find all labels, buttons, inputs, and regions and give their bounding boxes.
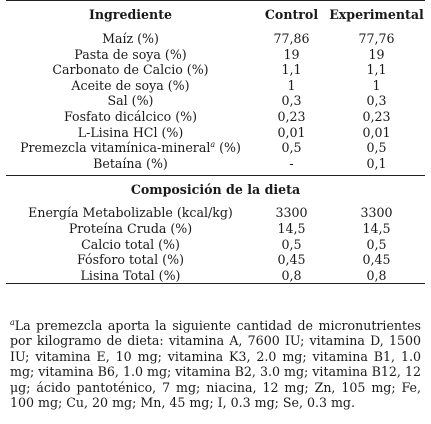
ingredients-body: Maíz (%) 77,86 77,76 Pasta de soya (%) 19 19 C… — [6, 26, 425, 176]
footnote: aLa premezcla aporta la siguiente cantid… — [10, 318, 421, 410]
control-value: 3300 — [275, 205, 308, 221]
row-label-text: Lisina Total (%) — [80, 267, 181, 283]
row-label-text: Pasta de soya (%) — [74, 46, 187, 62]
control-value: 1,1 — [281, 62, 302, 78]
row-label-text: Sal (%) — [107, 93, 154, 109]
experimental-value: 0,45 — [362, 252, 391, 268]
experimental-value: 0,3 — [366, 93, 387, 109]
header-control: Control — [255, 0, 328, 26]
composition-body: Energía Metabolizable (kcal/kg) 3300 3300 P… — [6, 201, 425, 285]
row-label-text: Maíz (%) — [102, 31, 159, 46]
row-label: Betaína (%) — [6, 156, 255, 176]
row-label: L-Lisina HCl (%) — [6, 125, 255, 141]
row-label: Proteína Cruda (%) — [6, 221, 255, 237]
control-value: 1 — [287, 77, 296, 93]
table-row: Energía Metabolizable (kcal/kg) 3300 3300 — [6, 201, 425, 221]
experimental-value: 14,5 — [362, 220, 391, 236]
header-ingredient: Ingrediente — [6, 0, 255, 26]
footnote-marker: a — [10, 317, 15, 327]
experimental-value: 0,8 — [328, 267, 425, 285]
row-label: Fósforo total (%) — [6, 252, 255, 268]
control-value: 0,45 — [277, 252, 306, 268]
experimental-value: 3300 — [360, 205, 393, 221]
footnote-text: La premezcla aporta la siguiente cantida… — [10, 318, 421, 411]
row-label: Fosfato dicálcico (%) — [6, 109, 255, 125]
row-label: Calcio total (%) — [6, 237, 255, 253]
row-label-text: Premezcla vitamínica-mineral — [20, 140, 211, 156]
table-row: Betaína (%) - 0,1 — [6, 156, 425, 176]
control-value: 0,5 — [281, 140, 302, 156]
table-row: Fósforo total (%) 0,45 0,45 — [6, 252, 425, 268]
control-value: 0,5 — [281, 236, 302, 252]
table-row: Premezcla vitamínica-minerala (%) 0,5 0,5 — [6, 140, 425, 156]
table-row: Lisina Total (%) 0,8 0,8 — [6, 267, 425, 285]
table-header-row: Ingrediente Control Experimental — [6, 0, 425, 26]
row-label-text: Calcio total (%) — [81, 236, 180, 252]
table-row: Calcio total (%) 0,5 0,5 — [6, 237, 425, 253]
table-row: Aceite de soya (%) 1 1 — [6, 78, 425, 94]
row-label: Energía Metabolizable (kcal/kg) — [6, 201, 255, 221]
control-value: 0,3 — [281, 93, 302, 109]
experimental-value: 1,1 — [366, 62, 387, 78]
experimental-value: 77,76 — [358, 31, 395, 46]
experimental-value: 0,1 — [366, 155, 387, 171]
row-label-text: Fosfato dicálcico (%) — [63, 108, 198, 124]
row-label: Carbonato de Calcio (%) — [6, 62, 255, 78]
control-value: 14,5 — [277, 220, 306, 236]
section-title: Composición de la dieta — [6, 175, 425, 202]
row-label-text: Betaína (%) — [93, 155, 168, 171]
row-label-text: L-Lisina HCl (%) — [77, 124, 184, 140]
table-row: Proteína Cruda (%) 14,5 14,5 — [6, 221, 425, 237]
control-value: 0,23 — [277, 108, 306, 124]
control-value: - — [289, 155, 294, 171]
table-row: Pasta de soya (%) 19 19 — [6, 47, 425, 63]
control-value: 19 — [283, 46, 300, 62]
row-label: Sal (%) — [6, 93, 255, 109]
section-header-row: Composición de la dieta — [6, 175, 425, 202]
experimental-value: 0,23 — [362, 108, 391, 124]
table-row: Maíz (%) 77,86 77,76 — [6, 26, 425, 47]
experimental-value: 0,5 — [366, 140, 387, 156]
control-value: 77,86 — [273, 31, 310, 46]
table-row: L-Lisina HCl (%) 0,01 0,01 — [6, 125, 425, 141]
row-label-text: Proteína Cruda (%) — [68, 220, 193, 236]
experimental-value: 0,01 — [362, 124, 391, 140]
experimental-value: 1 — [372, 77, 381, 93]
diet-table: Ingrediente Control Experimental Maíz (%… — [6, 0, 425, 285]
control-value: 0,01 — [277, 124, 306, 140]
row-label: Lisina Total (%) — [6, 267, 255, 285]
table-row: Fosfato dicálcico (%) 0,23 0,23 — [6, 109, 425, 125]
row-label-text: Aceite de soya (%) — [71, 77, 190, 93]
row-label: Premezcla vitamínica-minerala (%) — [6, 140, 255, 156]
row-label: Aceite de soya (%) — [6, 78, 255, 94]
footnote-ref: a — [210, 139, 216, 149]
row-label-unit: (%) — [215, 140, 241, 156]
experimental-value: 19 — [368, 46, 385, 62]
row-label: Pasta de soya (%) — [6, 47, 255, 63]
row-label-text: Carbonato de Calcio (%) — [52, 62, 209, 78]
header-experimental: Experimental — [328, 0, 425, 26]
control-value: 0,8 — [255, 267, 328, 285]
table-row: Sal (%) 0,3 0,3 — [6, 93, 425, 109]
row-label: Maíz (%) — [6, 26, 255, 47]
row-label-text: Energía Metabolizable (kcal/kg) — [28, 205, 233, 221]
table-row: Carbonato de Calcio (%) 1,1 1,1 — [6, 62, 425, 78]
row-label-text: Fósforo total (%) — [77, 252, 184, 268]
experimental-value: 0,5 — [366, 236, 387, 252]
